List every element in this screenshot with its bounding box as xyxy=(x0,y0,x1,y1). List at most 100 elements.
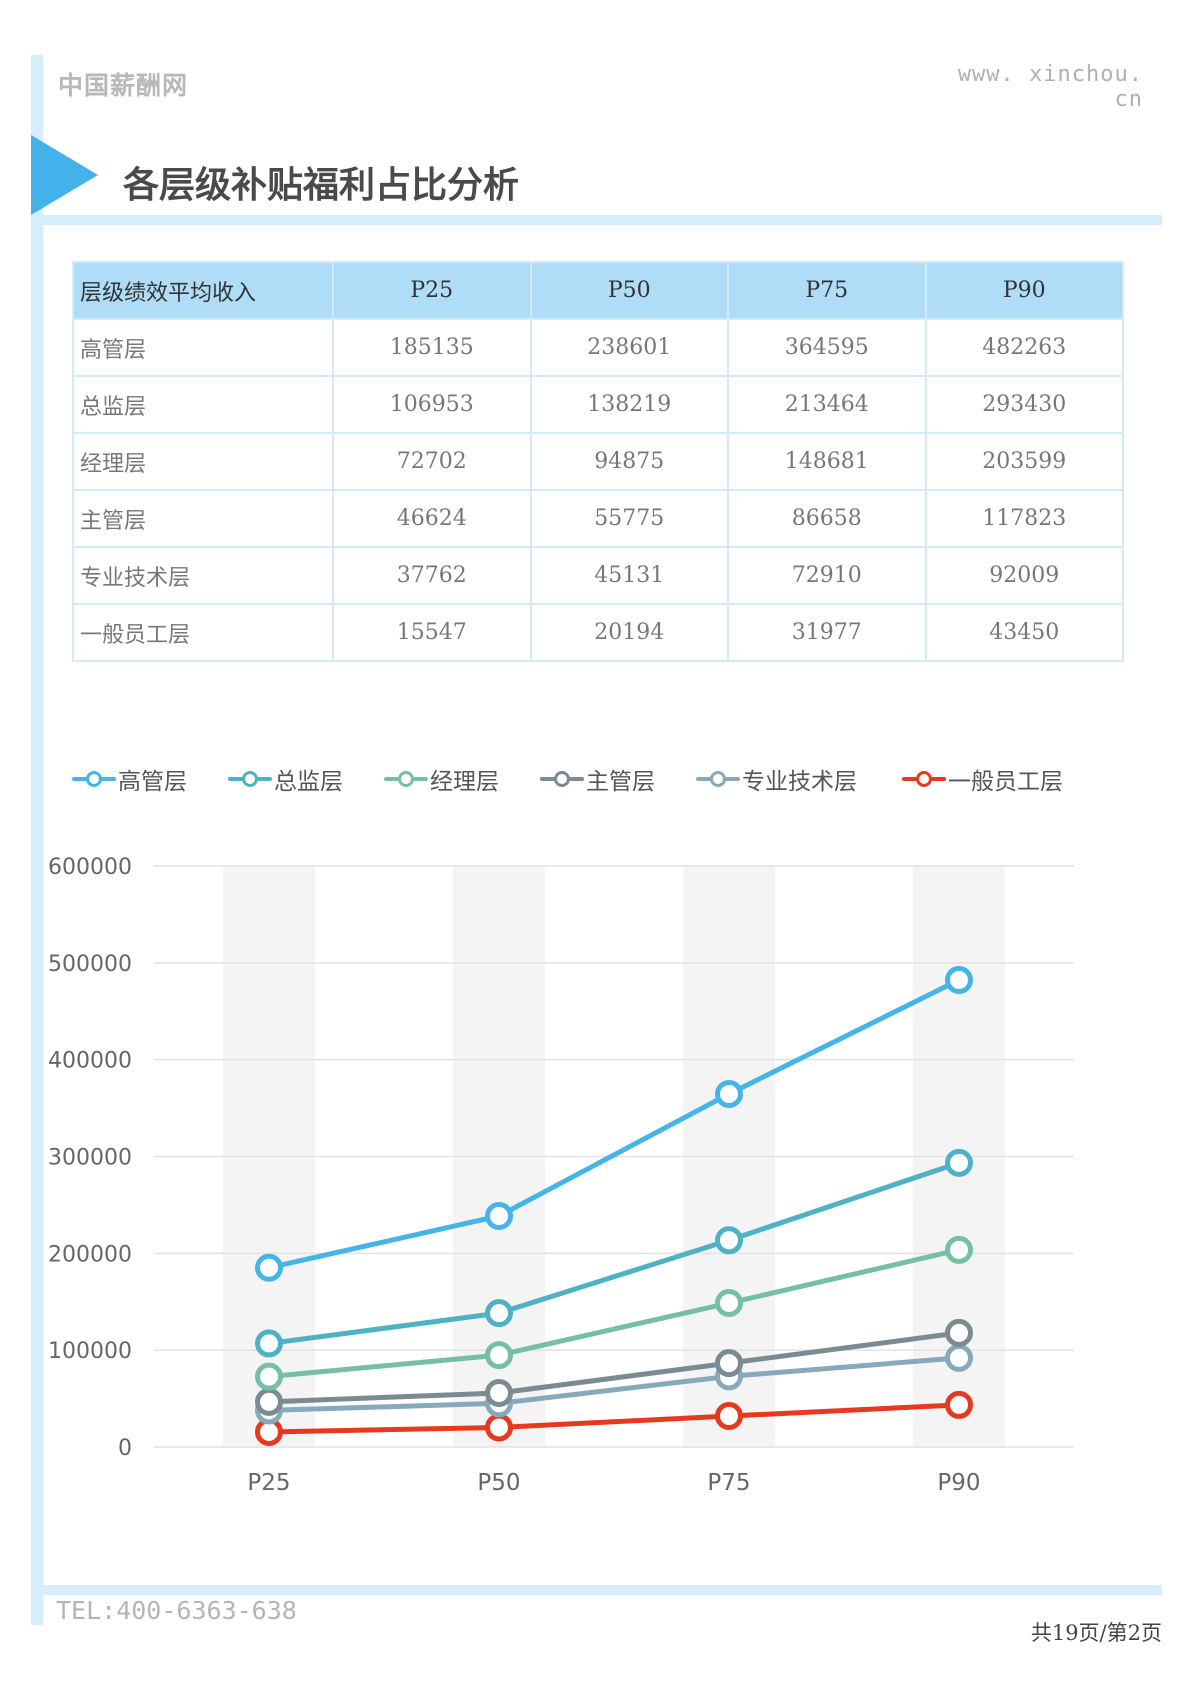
data-point xyxy=(485,1201,513,1230)
table-cell: 364595 xyxy=(727,318,927,377)
legend-item: 专业技术层 xyxy=(696,762,857,796)
data-point xyxy=(945,1318,973,1347)
table-cell: 482263 xyxy=(924,318,1124,377)
y-tick-label: 100000 xyxy=(48,1339,132,1364)
table-header-row: 层级绩效平均收入 P25 P50 P75 P90 xyxy=(72,261,1124,320)
table-cell-level: 高管层 xyxy=(72,318,334,377)
legend-label: 一般员工层 xyxy=(948,769,1063,795)
legend-swatch-icon xyxy=(72,769,116,789)
footer-phone: TEL:400-6363-638 xyxy=(56,1596,297,1625)
table-cell-level: 专业技术层 xyxy=(72,546,334,605)
table-cell: 203599 xyxy=(924,432,1124,491)
legend-item: 高管层 xyxy=(72,762,187,796)
table-cell-level: 总监层 xyxy=(72,375,334,434)
series-line xyxy=(268,1330,960,1405)
legend-swatch-icon xyxy=(902,769,946,789)
line-chart: 0 100000 200000 300000 400000 500000 600000 P25… xyxy=(48,855,1074,1496)
table-cell-level: 经理层 xyxy=(72,432,334,491)
table-header-cell: P90 xyxy=(924,261,1124,320)
data-point xyxy=(715,1349,743,1378)
data-point xyxy=(945,1343,973,1372)
series-line xyxy=(268,1402,960,1435)
table-cell: 46624 xyxy=(332,489,532,548)
y-tick-label: 500000 xyxy=(48,952,132,977)
table-cell: 55775 xyxy=(529,489,729,548)
table-cell: 92009 xyxy=(924,546,1124,605)
footer-divider xyxy=(31,1585,1162,1595)
series-line xyxy=(268,1247,960,1380)
table-cell-level: 一般员工层 xyxy=(72,603,334,662)
data-point xyxy=(945,1148,973,1177)
table-cell: 37762 xyxy=(332,546,532,605)
data-point xyxy=(715,1079,743,1108)
left-accent-bar xyxy=(31,55,43,1625)
data-point xyxy=(715,1289,743,1318)
table-cell: 293430 xyxy=(924,375,1124,434)
table-cell: 117823 xyxy=(924,489,1124,548)
y-tick-label: 0 xyxy=(118,1436,132,1461)
data-point xyxy=(715,1226,743,1255)
page-title: 各层级补贴福利占比分析 xyxy=(123,165,520,206)
brand-name: 中国薪酬网 xyxy=(58,71,189,100)
title-divider xyxy=(31,215,1162,225)
legend-swatch-icon xyxy=(384,769,428,789)
series-line xyxy=(268,1355,960,1413)
table-header-cell: P50 xyxy=(529,261,729,320)
table-cell: 72910 xyxy=(727,546,927,605)
x-tick-label: P25 xyxy=(247,1470,290,1496)
table-header-cell: P75 xyxy=(727,261,927,320)
site-url: www. xinchou. cn xyxy=(957,62,1143,112)
data-point xyxy=(715,1402,743,1431)
data-point xyxy=(485,1341,513,1370)
data-point xyxy=(485,1299,513,1328)
series-line xyxy=(268,1160,960,1346)
legend-item: 经理层 xyxy=(384,762,499,796)
income-table: 层级绩效平均收入 P25 P50 P75 P90 高管层 185135 2386… xyxy=(72,261,1124,662)
table-cell: 43450 xyxy=(924,603,1124,662)
chart-legend: 高管层 总监层 经理层 主管层 专业技术层 一般员工层 xyxy=(72,762,1092,796)
table-cell: 15547 xyxy=(332,603,532,662)
table-cell: 138219 xyxy=(529,375,729,434)
data-point xyxy=(255,1253,283,1282)
data-point xyxy=(945,1390,973,1419)
data-point xyxy=(485,1413,513,1442)
table-cell: 213464 xyxy=(727,375,927,434)
table-row: 总监层 106953 138219 213464 293430 xyxy=(72,375,1124,434)
legend-swatch-icon xyxy=(228,769,272,789)
x-tick-label: P90 xyxy=(937,1470,980,1496)
table-row: 高管层 185135 238601 364595 482263 xyxy=(72,318,1124,377)
table-cell: 45131 xyxy=(529,546,729,605)
legend-item: 总监层 xyxy=(228,762,343,796)
table-cell: 238601 xyxy=(529,318,729,377)
data-point xyxy=(485,1378,513,1407)
legend-label: 高管层 xyxy=(118,769,187,795)
x-tick-label: P50 xyxy=(477,1470,520,1496)
table-cell-level: 主管层 xyxy=(72,489,334,548)
legend-item: 主管层 xyxy=(540,762,655,796)
table-header-cell: 层级绩效平均收入 xyxy=(72,261,334,320)
table-row: 主管层 46624 55775 86658 117823 xyxy=(72,489,1124,548)
title-arrow-icon xyxy=(31,135,98,215)
table-cell: 31977 xyxy=(727,603,927,662)
legend-item: 一般员工层 xyxy=(902,762,1063,796)
page-number: 共19页/第2页 xyxy=(1030,1621,1162,1645)
legend-label: 主管层 xyxy=(586,769,655,795)
table-cell: 86658 xyxy=(727,489,927,548)
table-row: 一般员工层 15547 20194 31977 43450 xyxy=(72,603,1124,662)
data-point xyxy=(945,1235,973,1264)
data-point xyxy=(255,1362,283,1391)
table-cell: 106953 xyxy=(332,375,532,434)
data-point xyxy=(255,1387,283,1416)
table-header-cell: P25 xyxy=(332,261,532,320)
legend-swatch-icon xyxy=(540,769,584,789)
legend-label: 专业技术层 xyxy=(742,769,857,795)
series-line xyxy=(268,977,961,1271)
legend-swatch-icon xyxy=(696,769,740,789)
table-row: 专业技术层 37762 45131 72910 92009 xyxy=(72,546,1124,605)
data-point xyxy=(945,966,973,995)
y-tick-label: 300000 xyxy=(48,1146,132,1171)
y-tick-label: 400000 xyxy=(48,1049,132,1074)
legend-label: 总监层 xyxy=(274,769,343,795)
y-tick-label: 200000 xyxy=(48,1242,132,1267)
table-row: 经理层 72702 94875 148681 203599 xyxy=(72,432,1124,491)
